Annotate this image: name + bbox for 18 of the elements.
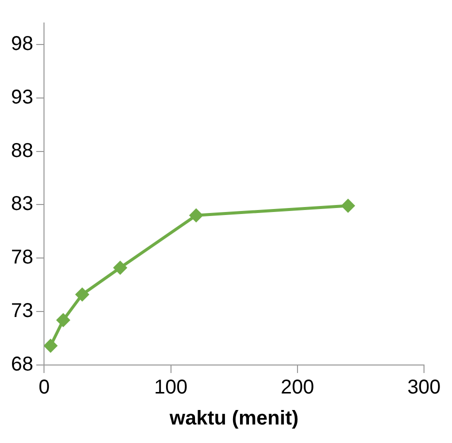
point <box>114 261 127 274</box>
x-tick-label: 200 <box>280 376 314 399</box>
y-tick-label: 98 <box>10 32 34 55</box>
y-tick-label: 78 <box>10 246 34 269</box>
x-tick-label: 100 <box>154 376 188 399</box>
y-tick-label: 68 <box>10 354 34 376</box>
x-tick-label: 0 <box>38 376 50 399</box>
point <box>44 339 58 352</box>
y-tick-label: 73 <box>10 300 34 322</box>
point <box>342 199 355 212</box>
x-tick-label: 300 <box>407 376 441 399</box>
point <box>190 208 203 222</box>
y-tick-label: 88 <box>10 140 34 162</box>
point <box>56 314 70 327</box>
point <box>76 288 89 301</box>
y-tick-label: 93 <box>10 86 34 108</box>
x-axis-title: waktu (menit) <box>168 408 299 430</box>
y-tick-label: 83 <box>10 193 34 216</box>
